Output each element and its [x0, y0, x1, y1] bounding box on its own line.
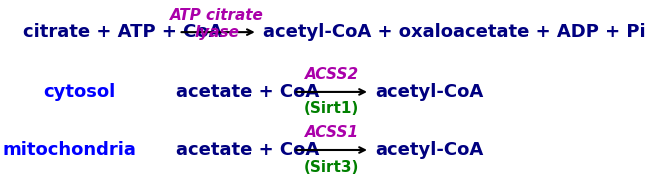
Text: citrate + ATP + CoA: citrate + ATP + CoA	[23, 23, 222, 41]
Text: acetyl-CoA + oxaloacetate + ADP + Pi: acetyl-CoA + oxaloacetate + ADP + Pi	[263, 23, 645, 41]
Text: acetate + CoA: acetate + CoA	[176, 83, 319, 101]
Text: ACSS2: ACSS2	[305, 67, 359, 82]
Text: mitochondria: mitochondria	[2, 141, 136, 159]
Text: cytosol: cytosol	[43, 83, 115, 101]
Text: ATP citrate: ATP citrate	[170, 8, 264, 22]
Text: lyase: lyase	[194, 25, 239, 40]
Text: (Sirt1): (Sirt1)	[304, 101, 359, 116]
Text: acetyl-CoA: acetyl-CoA	[375, 141, 483, 159]
Text: ACSS1: ACSS1	[305, 125, 359, 140]
Text: (Sirt3): (Sirt3)	[304, 160, 359, 175]
Text: acetyl-CoA: acetyl-CoA	[375, 83, 483, 101]
Text: acetate + CoA: acetate + CoA	[176, 141, 319, 159]
